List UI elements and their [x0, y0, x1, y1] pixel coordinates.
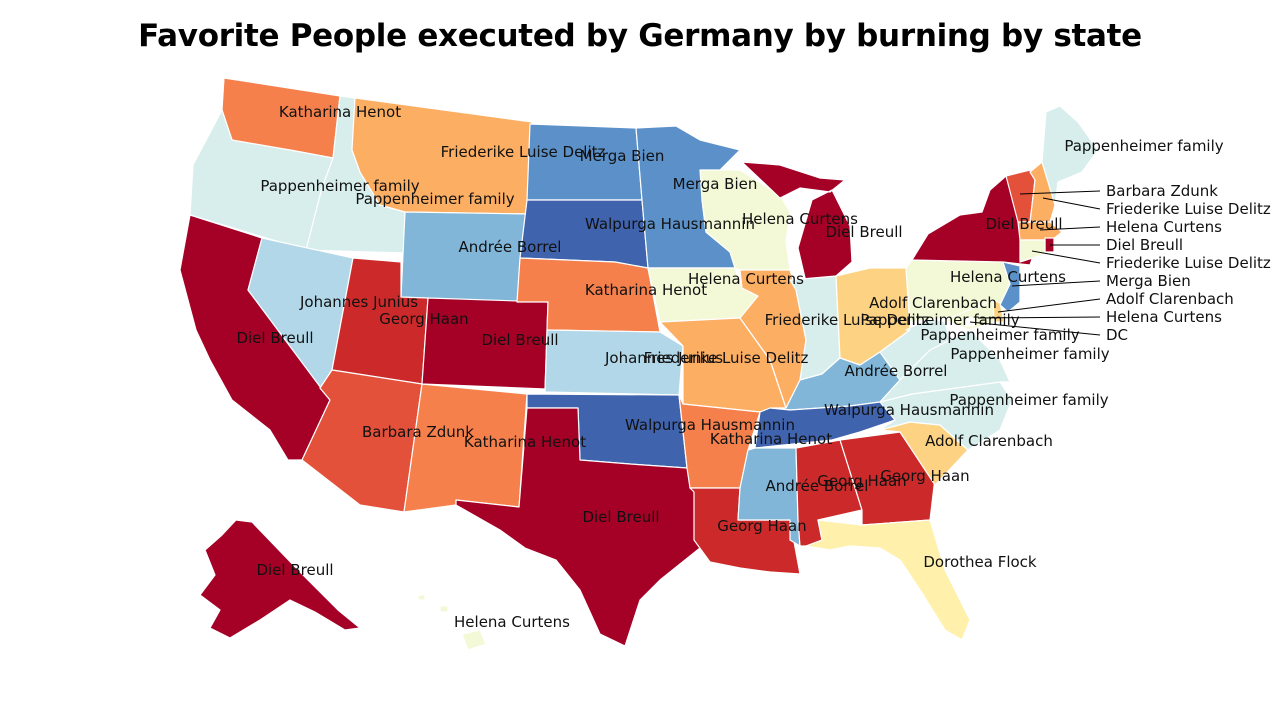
state-label-ga: Georg Haan: [880, 467, 969, 485]
callout-label-de: Adolf Clarenbach: [1106, 290, 1234, 308]
state-label-wy: Andrée Borrel: [459, 238, 562, 256]
state-label-sc: Adolf Clarenbach: [925, 432, 1053, 450]
callout-line-vt: [1019, 190, 1101, 195]
callout-label-nj: Merga Bien: [1106, 272, 1191, 290]
state-label-hi: Helena Curtens: [454, 613, 570, 631]
state-label-oh: Adolf Clarenbach: [869, 294, 997, 312]
state-label-nv: Johannes Junius: [299, 293, 418, 311]
callout-label-dc: DC: [1106, 326, 1128, 344]
state-ks: [544, 329, 684, 396]
state-label-me: Pappenheimer family: [1064, 137, 1223, 155]
callout-label-ct: Friederike Luise Delitz: [1106, 254, 1271, 272]
state-label-la: Georg Haan: [717, 517, 806, 535]
state-label-mt: Friederike Luise Delitz: [441, 143, 606, 161]
state-label-ms: Andrée Borrel: [766, 477, 869, 495]
callout-line-md: [977, 316, 1101, 319]
state-label-mo: Friederike Luise Delitz: [644, 349, 809, 367]
callout-line-nh: [1042, 197, 1101, 210]
state-label-va: Pappenheimer family: [950, 345, 1109, 363]
state-label-id: Pappenheimer family: [355, 190, 514, 208]
callout-line-ct: [1031, 250, 1101, 264]
state-label-co: Diel Breull: [481, 331, 558, 349]
callout-label-nh: Friederike Luise Delitz: [1106, 200, 1271, 218]
state-label-nc: Pappenheimer family: [949, 391, 1108, 409]
callout-line-dc: [969, 321, 1101, 336]
map-title: Favorite People executed by Germany by b…: [138, 18, 1142, 54]
callout-line-nj: [1011, 280, 1101, 287]
state-label-mi: Diel Breull: [825, 223, 902, 241]
callout-label-ri: Diel Breull: [1106, 236, 1183, 254]
state-label-tx: Diel Breull: [582, 508, 659, 526]
callout-line-ma: [1039, 226, 1101, 231]
state-label-ca: Diel Breull: [236, 329, 313, 347]
state-label-nm: Katharina Henot: [464, 433, 586, 451]
state-sd: [519, 199, 649, 269]
state-label-in: Pappenheimer family: [860, 311, 1019, 329]
state-nj: [999, 261, 1021, 313]
callout-label-vt: Barbara Zdunk: [1106, 182, 1218, 200]
state-me: [1041, 105, 1099, 206]
state-label-wi: Helena Curtens: [742, 210, 858, 228]
state-label-al: Georg Haan: [817, 472, 906, 490]
state-label-ok: Walpurga Hausmannin: [625, 416, 795, 434]
state-label-sd: Walpurga Hausmannin: [585, 215, 755, 233]
state-tx: [455, 407, 701, 647]
state-label-ak: Diel Breull: [256, 561, 333, 579]
state-label-ks: Johannes Junius: [604, 349, 723, 367]
callout-label-md: Helena Curtens: [1106, 308, 1222, 326]
state-label-ut: Georg Haan: [379, 310, 468, 328]
state-fl: [805, 519, 971, 641]
state-mi: [741, 161, 853, 283]
state-label-ky: Andrée Borrel: [845, 362, 948, 380]
state-ma: [1017, 221, 1063, 241]
state-label-ar: Katharina Henot: [710, 430, 832, 448]
state-label-mn: Merga Bien: [673, 175, 758, 193]
state-label-or: Pappenheimer family: [260, 177, 419, 195]
state-label-fl: Dorothea Flock: [923, 553, 1037, 571]
state-label-pa: Helena Curtens: [950, 268, 1066, 286]
state-label-wv: Pappenheimer family: [920, 326, 1079, 344]
state-label-ne: Katharina Henot: [585, 281, 707, 299]
state-label-il: Friederike Luise Delitz: [765, 311, 930, 329]
state-md: [944, 299, 995, 331]
states-layer: [179, 77, 1099, 651]
state-hi: [417, 593, 487, 651]
state-label-ny: Diel Breull: [985, 215, 1062, 233]
callout-label-ma: Helena Curtens: [1106, 218, 1222, 236]
state-label-ia: Helena Curtens: [688, 270, 804, 288]
state-label-tn: Walpurga Hausmannin: [824, 401, 994, 419]
state-label-wa: Katharina Henot: [279, 103, 401, 121]
state-label-az: Barbara Zdunk: [362, 423, 474, 441]
labels-layer: Katharina Henot Pappenheimer family Diel B…: [236, 103, 1223, 631]
callout-line-de: [997, 298, 1101, 313]
state-label-nd: Merga Bien: [580, 147, 665, 165]
state-wy: [400, 211, 528, 305]
state-ak: [199, 519, 361, 639]
